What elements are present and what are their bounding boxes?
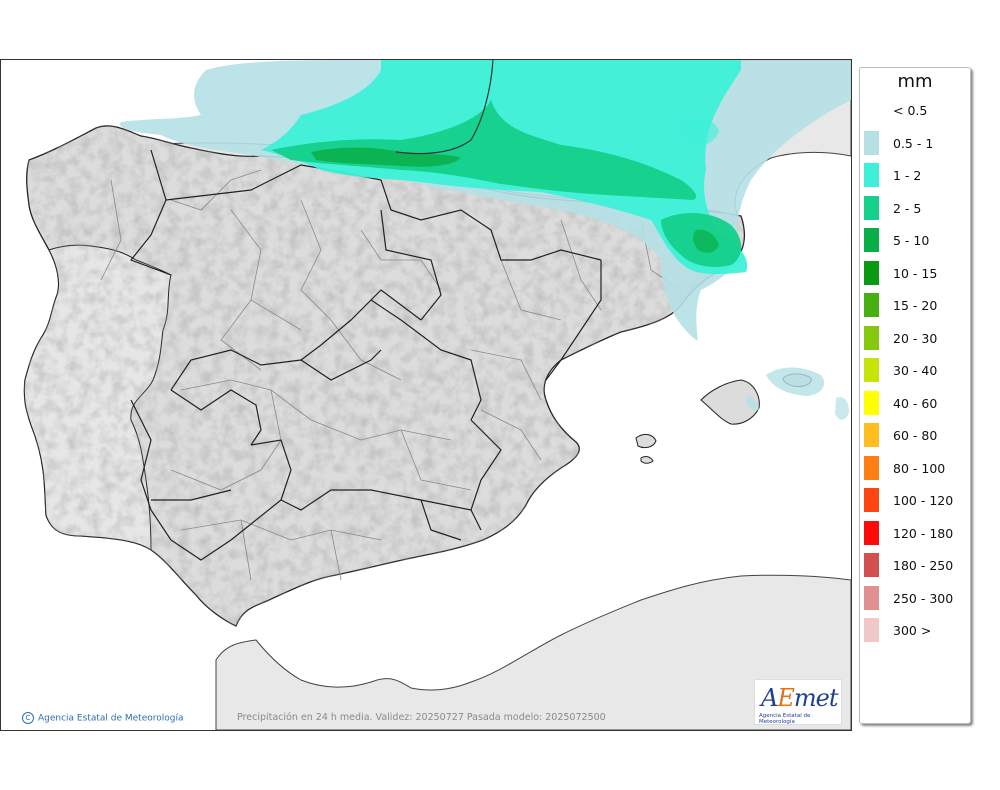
legend-label: 0.5 - 1 — [893, 135, 934, 151]
legend-swatch — [864, 358, 879, 382]
legend-label: 30 - 40 — [893, 363, 938, 378]
legend-label: 5 - 10 — [893, 233, 930, 248]
aemet-logo-mark: AEmet — [761, 684, 838, 712]
aemet-logo-subtitle: Agencia Estatal de Meteorología — [759, 713, 811, 725]
legend-item: 5 - 10 — [864, 228, 968, 252]
ibiza — [635, 433, 657, 449]
province-borders — [100, 169, 682, 581]
legend-item: 15 - 20 — [864, 293, 968, 317]
legend-label: 80 - 100 — [893, 460, 946, 476]
precipitation-map[interactable] — [0, 59, 852, 731]
legend-swatch — [864, 98, 879, 122]
africa-land — [215, 574, 851, 730]
legend-item: 60 - 80 — [864, 423, 968, 447]
legend-swatch — [864, 390, 879, 415]
copyright-text: Agencia Estatal de Meteorología — [38, 713, 184, 724]
legend-swatch — [864, 488, 879, 512]
legend-item: 120 - 180 — [864, 520, 968, 545]
legend-swatch — [864, 325, 879, 350]
legend-swatch — [864, 195, 879, 220]
legend-swatch — [864, 228, 879, 252]
precipitation-fields — [120, 60, 851, 420]
legend-swatch — [864, 163, 879, 187]
legend-item: 30 - 40 — [864, 358, 968, 382]
mallorca — [700, 379, 760, 425]
legend-item: 300 > — [864, 618, 968, 642]
legend-item: 250 - 300 — [864, 585, 968, 610]
precipitation-legend: mm < 0.5 0.5 - 1 1 - 2 2 - 5 5 - 10 10 - 15 15… — [859, 67, 971, 724]
legend-label: 60 - 80 — [893, 428, 938, 443]
legend-swatch — [864, 455, 879, 480]
legend-label: 10 - 15 — [893, 265, 938, 281]
aemet-logo: AEmet Agencia Estatal de Meteorología — [754, 679, 842, 725]
legend-label: 120 - 180 — [893, 525, 954, 541]
legend-swatch — [864, 260, 879, 285]
map-caption: Precipitación en 24 h media. Validez: 20… — [237, 712, 606, 723]
legend-item: 1 - 2 — [864, 163, 968, 187]
legend-swatch — [864, 293, 879, 317]
legend-item: 180 - 250 — [864, 553, 968, 577]
legend-label: 100 - 120 — [893, 493, 954, 508]
regional-borders — [130, 149, 602, 561]
legend-item: 100 - 120 — [864, 488, 968, 512]
legend-swatch — [864, 618, 879, 642]
france-border — [395, 60, 494, 155]
legend-label: 40 - 60 — [893, 395, 938, 411]
legend-label: 300 > — [893, 623, 932, 638]
legend-item: 10 - 15 — [864, 260, 968, 285]
legend-swatch — [864, 130, 879, 155]
legend-item: 20 - 30 — [864, 325, 968, 350]
legend-swatch — [864, 423, 879, 447]
formentera — [640, 456, 654, 464]
legend-label: < 0.5 — [893, 103, 928, 118]
legend-title: mm — [897, 71, 933, 92]
legend-item: 80 - 100 — [864, 455, 968, 480]
map-canvas — [23, 60, 851, 730]
copyright-label: C Agencia Estatal de Meteorología — [22, 712, 184, 724]
legend-label: 20 - 30 — [893, 330, 938, 346]
legend-swatch — [864, 553, 879, 577]
legend-label: 15 - 20 — [893, 298, 938, 313]
legend-swatch — [864, 585, 879, 610]
legend-label: 1 - 2 — [893, 168, 922, 183]
legend-item: 0.5 - 1 — [864, 130, 968, 155]
legend-item: 40 - 60 — [864, 390, 968, 415]
legend-label: 180 - 250 — [893, 558, 954, 573]
legend-label: 2 - 5 — [893, 200, 922, 216]
legend-swatch — [864, 520, 879, 545]
copyright-icon: C — [22, 712, 34, 724]
legend-item: 2 - 5 — [864, 195, 968, 220]
legend-label: 250 - 300 — [893, 590, 954, 606]
legend-item: < 0.5 — [864, 98, 968, 122]
